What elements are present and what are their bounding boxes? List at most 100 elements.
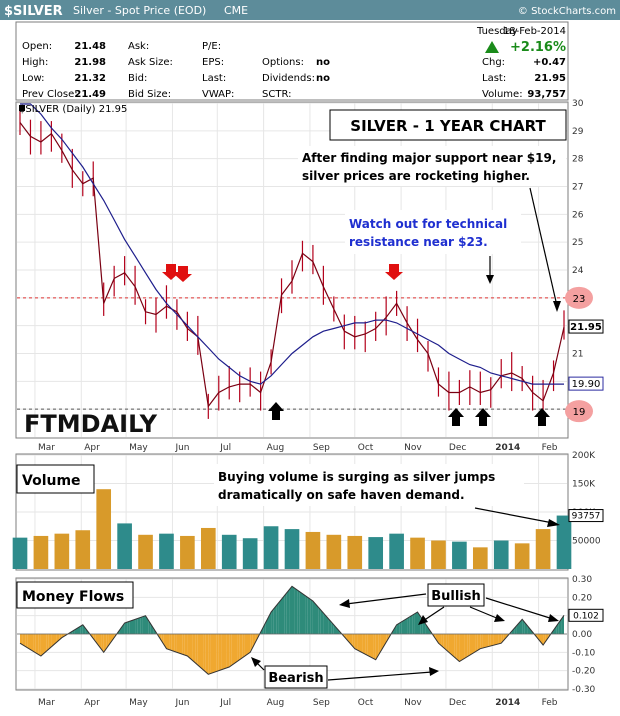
money-flow-segment xyxy=(127,621,130,634)
money-flow-segment xyxy=(171,634,175,652)
support-label: 19 xyxy=(573,407,586,418)
money-flow-segment xyxy=(176,634,180,654)
money-flow-segment xyxy=(132,619,136,634)
money-flow-segment xyxy=(40,634,44,656)
bullish-pointer xyxy=(345,593,427,605)
money-flow-segment xyxy=(357,634,360,652)
volume-bar xyxy=(242,538,258,569)
ma-box xyxy=(568,376,604,391)
money-flow-segment xyxy=(242,634,245,658)
money-flow-segment xyxy=(166,634,170,650)
money-flow-segment xyxy=(281,596,285,634)
quote-pct-change: +2.16% xyxy=(510,40,566,55)
bearish-pointer-head xyxy=(429,667,439,676)
x-tick-label: Dec xyxy=(449,443,466,453)
money-flow-segment xyxy=(561,615,564,634)
money-flow-segment xyxy=(537,634,541,642)
volume-bar xyxy=(368,537,384,569)
money-flow-segment xyxy=(485,634,489,648)
money-flow-segment xyxy=(124,622,128,634)
bullish-box xyxy=(427,583,485,607)
money-flow-segment xyxy=(190,634,193,661)
quote-right-label: Volume: xyxy=(482,89,523,100)
note2-box xyxy=(345,210,521,254)
money-flow-segment xyxy=(187,634,190,659)
volume-bar xyxy=(54,533,70,569)
volume-bar xyxy=(535,529,551,569)
money-flow-segment xyxy=(365,634,368,656)
money-flow-segment xyxy=(33,634,36,653)
quote-right-value: 21.95 xyxy=(534,73,566,84)
red-arrow-icon xyxy=(162,264,180,280)
money-flow-segment xyxy=(294,588,298,634)
money-flow-segment xyxy=(239,634,243,660)
money-flow-segment xyxy=(380,634,384,651)
money-flow-segment xyxy=(480,634,483,649)
money-flow-segment xyxy=(302,593,306,634)
bullish-pointer-head xyxy=(418,615,428,625)
money-flow-segment xyxy=(414,612,418,634)
money-flow-segment xyxy=(409,615,413,634)
money-flow-segment xyxy=(375,634,379,660)
money-flow-segment xyxy=(352,634,355,649)
quote-left-label: Open: xyxy=(22,41,52,52)
money-flow-segment xyxy=(318,607,321,634)
money-flow-segment xyxy=(477,634,481,651)
black-arrow-icon xyxy=(534,408,550,426)
ftm-watermark: FTMDAILY xyxy=(24,410,158,438)
money-flow-segment xyxy=(545,634,549,642)
money-flow-segment xyxy=(396,623,400,634)
money-flow-segment xyxy=(459,634,462,662)
money-flow-segment xyxy=(399,621,402,634)
money-flow-y-axis: -0.30-0.20-0.100.000.100.200.30 xyxy=(572,575,596,695)
money-flow-segment xyxy=(263,622,266,634)
money-flow-segment xyxy=(315,604,319,634)
money-flow-segment xyxy=(362,634,366,655)
note1-box xyxy=(298,146,566,186)
money-flow-segment xyxy=(443,634,447,650)
volume-y-tick: 150K xyxy=(572,480,596,490)
money-flow-title: Money Flows xyxy=(22,589,124,605)
money-flow-segment xyxy=(404,618,408,634)
volume-bar xyxy=(200,527,216,569)
x-tick-label: Mar xyxy=(38,443,55,453)
money-flow-segment xyxy=(203,634,206,672)
money-flow-title-box xyxy=(16,581,134,609)
money-flow-segment xyxy=(252,634,256,648)
volume-bar xyxy=(326,534,342,569)
volume-y-tick: 50000 xyxy=(572,537,601,547)
money-flow-segment xyxy=(558,619,562,634)
money-flow-segment xyxy=(25,634,28,648)
money-flow-segment xyxy=(482,634,486,648)
money-flow-pointers xyxy=(251,593,559,681)
support-badge xyxy=(565,400,593,423)
money-flow-segment xyxy=(205,634,209,675)
title-box xyxy=(329,109,567,141)
volume-bar xyxy=(472,547,488,569)
volume-bar xyxy=(180,535,195,569)
money-flow-segment xyxy=(179,634,183,655)
volume-bar xyxy=(159,533,174,569)
money-flow-segment xyxy=(412,613,415,634)
money-flow-y-tick: -0.30 xyxy=(572,685,596,695)
quote-left-label: Prev Close: xyxy=(22,89,78,100)
money-flow-segment xyxy=(30,634,34,652)
quote-left-value: 21.48 xyxy=(74,41,106,52)
volume-bar xyxy=(556,515,572,569)
quote-mid-label: Ask: xyxy=(128,41,149,52)
money-flow-segment xyxy=(323,612,326,634)
price-y-tick: 27 xyxy=(572,183,583,193)
volume-bar xyxy=(347,535,363,569)
money-flow-segment xyxy=(383,634,387,647)
money-flow-segment xyxy=(208,634,211,675)
money-flow-segment xyxy=(145,615,149,634)
quote-mid3-value: no xyxy=(316,57,330,68)
volume-last-box xyxy=(568,509,604,523)
money-flow-segment xyxy=(119,626,122,634)
money-flow-segment xyxy=(221,634,224,670)
money-flow-segment xyxy=(354,634,358,650)
money-flow-segment xyxy=(448,634,452,655)
money-flow-segment xyxy=(297,590,300,634)
money-flow-segment xyxy=(197,634,201,668)
red-arrow-icon xyxy=(385,264,403,280)
